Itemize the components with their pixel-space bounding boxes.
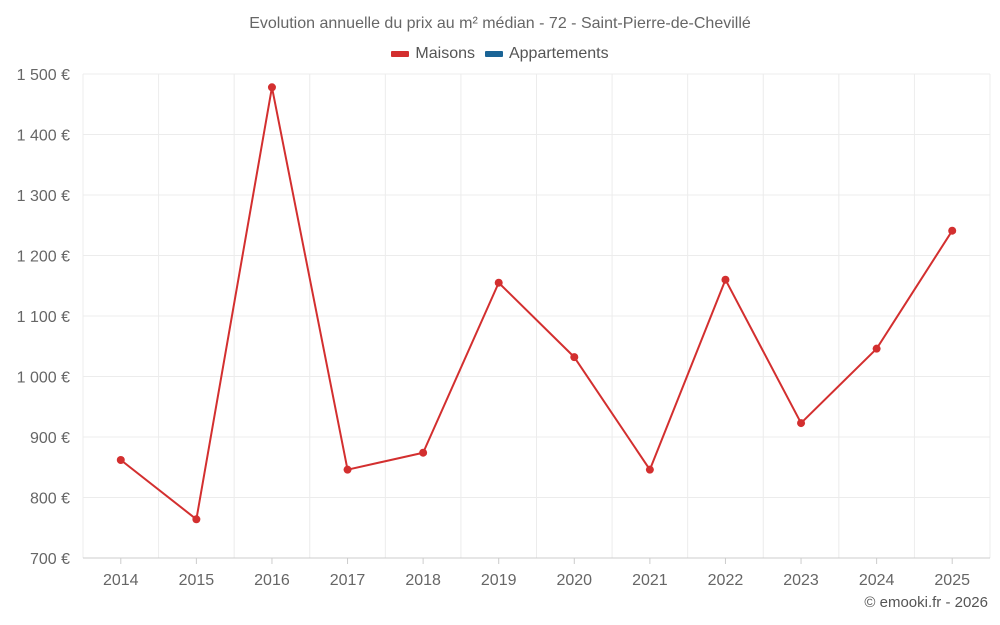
grid-layer (82, 73, 991, 559)
y-tick-label: 1 200 € (17, 249, 70, 266)
x-tick-label: 2015 (179, 572, 215, 589)
data-point[interactable] (267, 83, 276, 92)
x-tick-label: 2025 (934, 572, 970, 589)
x-tick-label: 2016 (254, 572, 290, 589)
y-tick-label: 800 € (30, 491, 70, 508)
legend-swatch-appartements (484, 51, 503, 57)
x-tick-label: 2019 (481, 572, 517, 589)
y-tick-label: 900 € (30, 430, 70, 447)
x-tick-label: 2024 (859, 572, 895, 589)
x-tick-label: 2017 (330, 572, 366, 589)
chart-title: Evolution annuelle du prix au m² médian … (249, 15, 751, 32)
y-tick-label: 1 400 € (17, 128, 70, 145)
y-tick-label: 1 000 € (17, 370, 70, 387)
data-point[interactable] (192, 515, 201, 524)
x-tick-label: 2023 (783, 572, 819, 589)
series-line-maisons (120, 86, 954, 521)
series-layer (116, 83, 957, 524)
data-point[interactable] (116, 455, 125, 464)
y-tick-label: 1 500 € (17, 67, 70, 84)
legend-label-appartements: Appartements (508, 45, 609, 62)
data-point[interactable] (948, 226, 957, 235)
x-tick-label: 2020 (556, 572, 592, 589)
x-tick-label: 2022 (708, 572, 744, 589)
legend-item-maisons[interactable]: Maisons (391, 45, 475, 63)
data-point[interactable] (645, 465, 654, 474)
data-point[interactable] (721, 275, 730, 284)
credit-text: © emooki.fr - 2026 (864, 594, 988, 611)
chart-legend: Maisons Appartements (0, 45, 1000, 63)
data-point[interactable] (797, 419, 806, 428)
x-tick-label: 2021 (632, 572, 668, 589)
legend-swatch-maisons (391, 51, 410, 57)
y-tick-label: 1 100 € (17, 309, 70, 326)
y-tick-label: 1 300 € (17, 188, 70, 205)
data-point[interactable] (419, 448, 428, 457)
data-point[interactable] (343, 465, 352, 474)
data-point[interactable] (570, 353, 579, 362)
x-tick-label: 2014 (103, 572, 139, 589)
data-point[interactable] (872, 344, 881, 353)
legend-item-appartements[interactable]: Appartements (484, 45, 609, 63)
data-point[interactable] (494, 278, 503, 287)
y-tick-label: 700 € (30, 551, 70, 568)
legend-label-maisons: Maisons (415, 45, 475, 62)
axis-layer: 700 € 800 € 900 € 1 000 € 1 100 € 1 200 € 1 30… (17, 67, 990, 589)
x-tick-label: 2018 (405, 572, 441, 589)
